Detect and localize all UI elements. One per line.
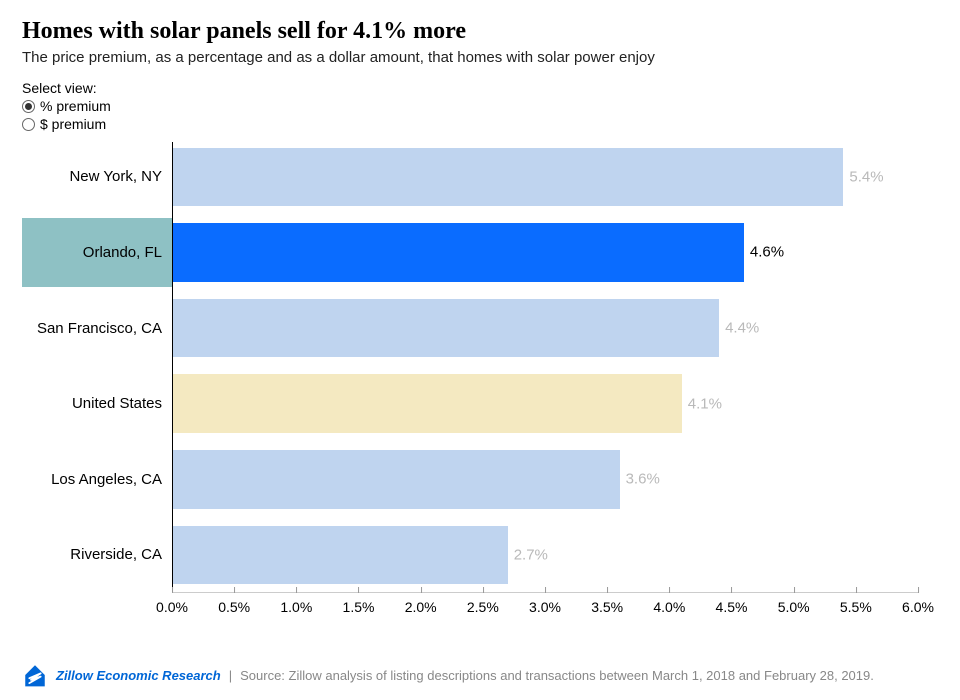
view-option-0[interactable]: % premium <box>22 98 938 114</box>
controls-label: Select view: <box>22 80 938 96</box>
value-label: 4.1% <box>682 395 722 412</box>
view-controls: Select view: % premium $ premium <box>22 80 938 132</box>
category-label: United States <box>22 369 172 439</box>
view-option-1[interactable]: $ premium <box>22 116 938 132</box>
bar[interactable]: 5.4% <box>172 148 843 207</box>
bar-region: 2.7% <box>172 520 918 590</box>
value-label: 3.6% <box>620 471 660 488</box>
zillow-logo-icon <box>22 662 48 688</box>
bar-region: 4.1% <box>172 369 918 439</box>
value-label: 4.6% <box>744 244 784 261</box>
value-label: 5.4% <box>843 168 883 185</box>
category-label: Riverside, CA <box>22 520 172 590</box>
chart-subtitle: The price premium, as a percentage and a… <box>22 49 938 66</box>
bar-region: 4.6% <box>172 218 918 288</box>
bar[interactable]: 2.7% <box>172 526 508 585</box>
bar-row[interactable]: Riverside, CA2.7% <box>22 520 918 590</box>
x-tick: 3.0% <box>529 593 561 615</box>
category-label: San Francisco, CA <box>22 293 172 363</box>
footer-brand: Zillow Economic Research <box>56 668 221 683</box>
radio-icon[interactable] <box>22 118 35 131</box>
x-axis: 0.0%0.5%1.0%1.5%2.0%2.5%3.0%3.5%4.0%4.5%… <box>172 592 918 632</box>
x-tick: 2.5% <box>467 593 499 615</box>
bar[interactable]: 3.6% <box>172 450 620 509</box>
bar[interactable]: 4.6% <box>172 223 744 282</box>
view-option-label: $ premium <box>40 116 106 132</box>
bar-region: 4.4% <box>172 293 918 363</box>
x-tick: 6.0% <box>902 593 934 615</box>
bar-region: 5.4% <box>172 142 918 212</box>
x-tick: 0.5% <box>218 593 250 615</box>
x-tick: 4.0% <box>653 593 685 615</box>
category-label: Orlando, FL <box>22 218 172 288</box>
bar-row[interactable]: Los Angeles, CA3.6% <box>22 444 918 514</box>
bar-row[interactable]: New York, NY5.4% <box>22 142 918 212</box>
radio-icon[interactable] <box>22 100 35 113</box>
bar-row[interactable]: Orlando, FL4.6% <box>22 218 918 288</box>
value-label: 4.4% <box>719 320 759 337</box>
bar-row[interactable]: United States4.1% <box>22 369 918 439</box>
footer-separator: | <box>229 668 232 683</box>
category-label: Los Angeles, CA <box>22 444 172 514</box>
y-baseline <box>172 142 173 592</box>
bar[interactable]: 4.4% <box>172 299 719 358</box>
x-tick: 3.5% <box>591 593 623 615</box>
x-tick: 0.0% <box>156 593 188 615</box>
plot-region: New York, NY5.4%Orlando, FL4.6%San Franc… <box>172 142 918 592</box>
x-tick: 5.5% <box>840 593 872 615</box>
bar-region: 3.6% <box>172 444 918 514</box>
bar[interactable]: 4.1% <box>172 374 682 433</box>
bar-row[interactable]: San Francisco, CA4.4% <box>22 293 918 363</box>
x-tick: 4.5% <box>716 593 748 615</box>
x-tick: 1.5% <box>343 593 375 615</box>
bars-container: New York, NY5.4%Orlando, FL4.6%San Franc… <box>172 142 918 592</box>
footer: Zillow Economic Research | Source: Zillo… <box>22 662 938 688</box>
value-label: 2.7% <box>508 546 548 563</box>
x-tick: 1.0% <box>280 593 312 615</box>
chart-title: Homes with solar panels sell for 4.1% mo… <box>22 18 938 45</box>
chart-area: New York, NY5.4%Orlando, FL4.6%San Franc… <box>22 142 938 632</box>
view-option-label: % premium <box>40 98 111 114</box>
category-label: New York, NY <box>22 142 172 212</box>
x-tick: 2.0% <box>405 593 437 615</box>
footer-source: Source: Zillow analysis of listing descr… <box>240 668 874 683</box>
x-tick: 5.0% <box>778 593 810 615</box>
